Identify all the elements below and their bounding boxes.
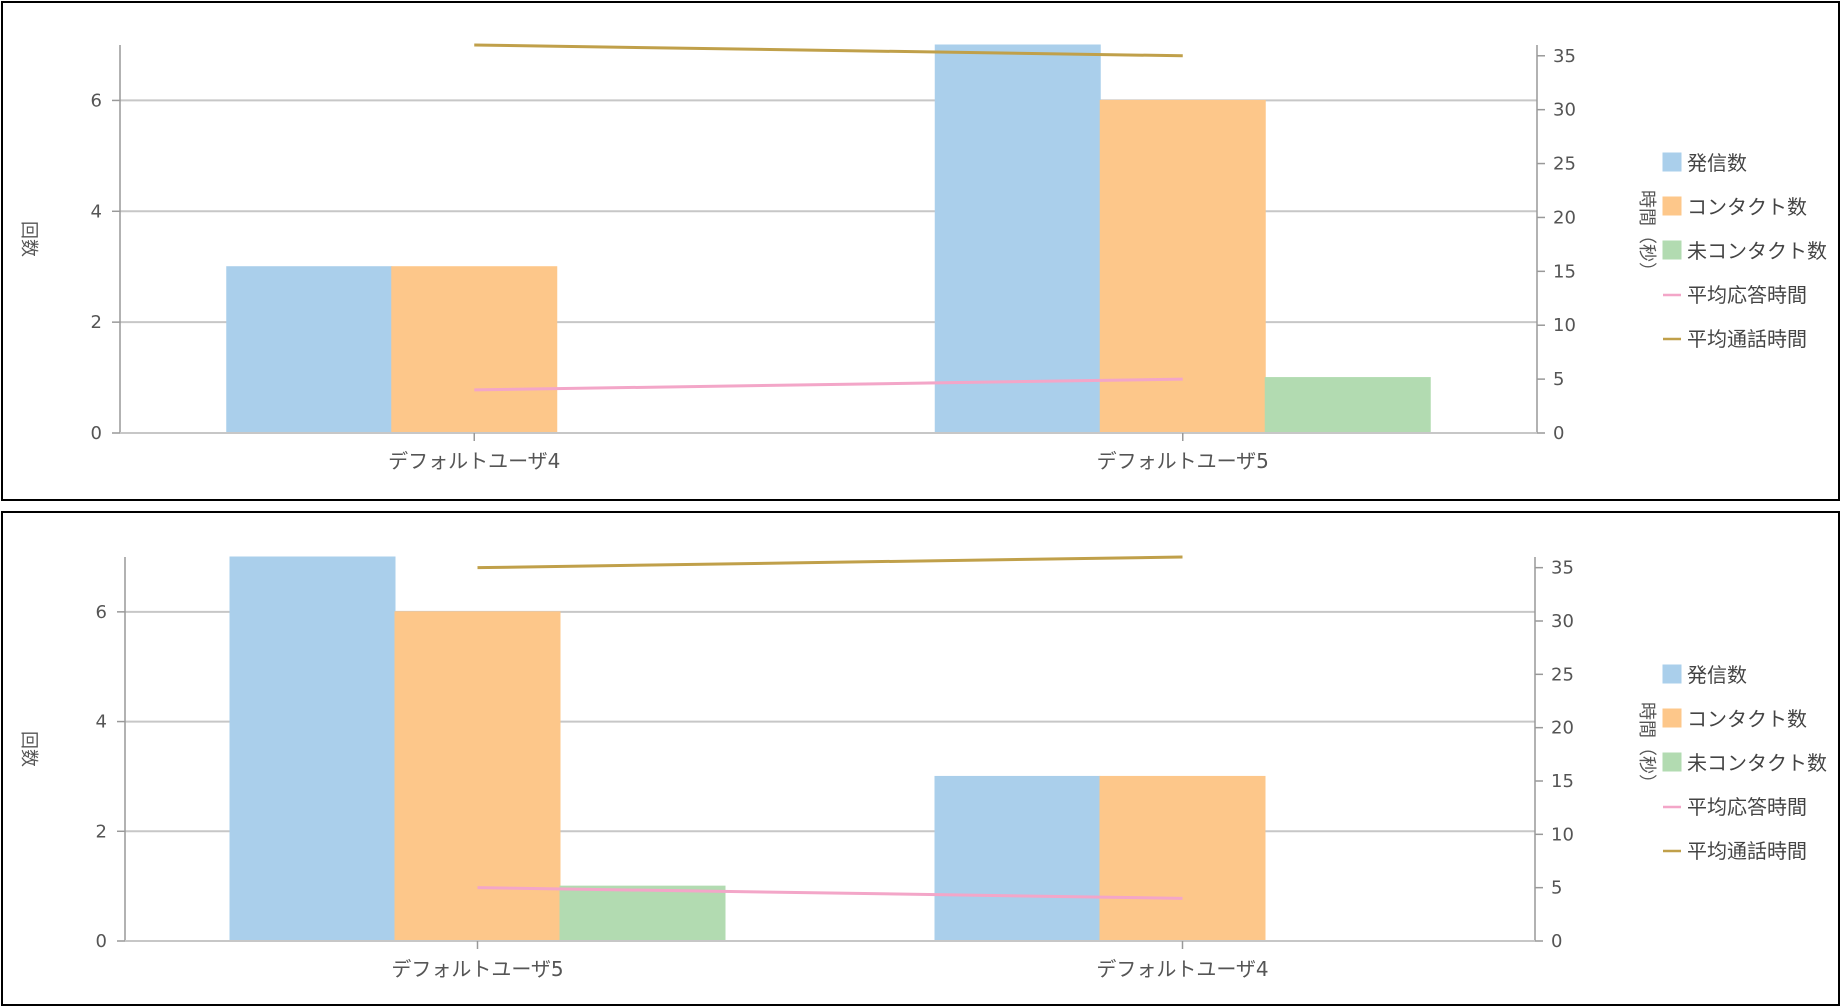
y-tick-label: 6 [91,90,102,111]
legend-swatch [1662,240,1682,260]
bar [559,885,726,942]
series-line [474,377,1183,392]
bar [1099,775,1266,942]
y2-tick-label: 5 [1553,369,1564,390]
bar [934,44,1101,434]
y2-tick-label: 30 [1551,611,1574,632]
bar [394,611,561,942]
series-line [477,555,1183,570]
combo-chart-bottom: 0 2 4 6 0 5 10 15 20 25 30 35 デフォルトユーザ5 デフォルトユーザ4 回数 時間… [18,555,1827,981]
y-tick-label: 4 [96,712,107,733]
legend-label: 発信数 [1687,151,1747,175]
legend-swatch [1662,664,1682,684]
y2-axis-title: 時間（秒） [1636,190,1657,280]
y-tick-label: 2 [91,312,102,333]
x-category-label: デフォルトユーザ4 [388,449,560,473]
y2-tick-label: 5 [1551,878,1562,899]
y2-axis-title: 時間（秒） [1636,702,1657,792]
y2-tick-label: 15 [1553,261,1576,282]
legend-label: 未コンタクト数 [1687,239,1827,263]
y2-tick-label: 25 [1551,664,1574,685]
legend-label: 平均通話時間 [1687,839,1807,863]
x-category-label: デフォルトユーザ5 [1097,449,1269,473]
legend-label: コンタクト数 [1687,195,1807,219]
combo-chart-top: 0 2 4 6 0 5 10 15 20 25 30 35 デフォルトユーザ4 デフォルトユーザ5 回数 時間… [18,43,1827,473]
y2-tick-label: 10 [1551,824,1574,845]
bar [229,556,396,942]
chart-panel-top: 0 2 4 6 0 5 10 15 20 25 30 35 デフォルトユーザ4 デフォルトユーザ5 回数 時間… [1,1,1840,501]
y2-tick-label: 35 [1551,558,1574,579]
x-category-label: デフォルトユーザ5 [391,957,563,981]
legend-swatch [1662,752,1682,772]
legend-label: 平均応答時間 [1687,795,1807,819]
legend-label: コンタクト数 [1687,707,1807,731]
legend-swatch [1662,152,1682,172]
legend-label: 発信数 [1687,663,1747,687]
bar [934,775,1101,942]
bar [1099,99,1266,434]
bar [391,266,558,434]
y2-tick-label: 15 [1551,771,1574,792]
y-axis-title: 回数 [18,731,39,767]
y2-tick-label: 0 [1553,423,1564,444]
y2-tick-label: 25 [1553,154,1576,175]
series-line [477,886,1183,900]
legend-label: 未コンタクト数 [1687,751,1827,775]
y2-tick-label: 35 [1553,46,1576,67]
legend-label: 平均通話時間 [1687,327,1807,351]
y2-tick-label: 20 [1553,207,1576,228]
bar [226,266,393,434]
legend-swatch [1662,708,1682,728]
y-tick-label: 0 [91,423,102,444]
y2-tick-label: 20 [1551,718,1574,739]
y-tick-label: 6 [96,602,107,623]
series-line [474,43,1183,58]
y-tick-label: 2 [96,821,107,842]
legend-swatch [1662,196,1682,216]
y2-tick-label: 10 [1553,315,1576,336]
y2-tick-label: 30 [1553,100,1576,121]
legend-label: 平均応答時間 [1687,283,1807,307]
chart-panel-bottom: 0 2 4 6 0 5 10 15 20 25 30 35 デフォルトユーザ5 デフォルトユーザ4 回数 時間… [1,511,1840,1006]
y-tick-label: 4 [91,201,102,222]
y-axis-title: 回数 [18,221,39,257]
bar [1264,377,1431,434]
y-tick-label: 0 [96,931,107,952]
y2-tick-label: 0 [1551,931,1562,952]
x-category-label: デフォルトユーザ4 [1096,957,1268,981]
